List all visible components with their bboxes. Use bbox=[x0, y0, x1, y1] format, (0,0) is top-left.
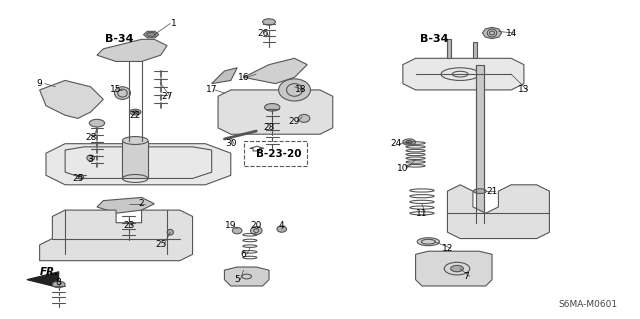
Text: 25: 25 bbox=[155, 241, 166, 249]
Text: B-23-20: B-23-20 bbox=[256, 149, 301, 159]
Ellipse shape bbox=[87, 155, 95, 161]
Ellipse shape bbox=[406, 141, 412, 144]
Text: 12: 12 bbox=[442, 243, 453, 253]
Text: B-34: B-34 bbox=[105, 34, 134, 44]
Bar bbox=[473, 42, 477, 58]
Polygon shape bbox=[447, 185, 549, 239]
Polygon shape bbox=[483, 27, 502, 39]
Polygon shape bbox=[143, 31, 159, 38]
Text: 26: 26 bbox=[257, 28, 268, 38]
Text: 22: 22 bbox=[129, 111, 141, 120]
Ellipse shape bbox=[132, 111, 138, 113]
Text: 8: 8 bbox=[56, 278, 61, 287]
Polygon shape bbox=[225, 267, 269, 286]
Text: 25: 25 bbox=[72, 174, 84, 183]
Ellipse shape bbox=[167, 229, 173, 235]
Text: 28: 28 bbox=[85, 133, 96, 142]
Text: 5: 5 bbox=[234, 275, 240, 284]
Ellipse shape bbox=[232, 227, 242, 234]
Polygon shape bbox=[244, 58, 307, 84]
Circle shape bbox=[264, 104, 280, 111]
Text: 21: 21 bbox=[486, 187, 498, 196]
Polygon shape bbox=[218, 90, 333, 134]
Ellipse shape bbox=[250, 227, 262, 234]
Circle shape bbox=[90, 119, 104, 127]
Ellipse shape bbox=[403, 139, 415, 145]
Text: B-34: B-34 bbox=[420, 34, 449, 44]
Polygon shape bbox=[27, 272, 59, 287]
Ellipse shape bbox=[451, 265, 463, 272]
Text: 27: 27 bbox=[161, 92, 173, 101]
Ellipse shape bbox=[79, 174, 84, 179]
Ellipse shape bbox=[122, 137, 148, 145]
Ellipse shape bbox=[278, 79, 310, 101]
Text: 16: 16 bbox=[238, 73, 250, 82]
Text: 29: 29 bbox=[289, 117, 300, 126]
Polygon shape bbox=[40, 210, 193, 261]
Bar bbox=[122, 141, 148, 178]
Bar bbox=[244, 141, 307, 166]
Text: 6: 6 bbox=[241, 250, 246, 259]
Ellipse shape bbox=[298, 115, 310, 122]
Text: 3: 3 bbox=[88, 155, 93, 164]
Text: 15: 15 bbox=[110, 85, 122, 94]
Circle shape bbox=[147, 33, 156, 37]
Text: 20: 20 bbox=[251, 221, 262, 230]
Text: S6MA-M0601: S6MA-M0601 bbox=[558, 300, 617, 309]
Text: 9: 9 bbox=[36, 79, 42, 88]
Ellipse shape bbox=[417, 238, 440, 246]
Text: 30: 30 bbox=[225, 139, 237, 148]
Text: 4: 4 bbox=[279, 221, 285, 230]
Text: 18: 18 bbox=[295, 85, 307, 94]
Polygon shape bbox=[403, 58, 524, 90]
Text: 7: 7 bbox=[464, 272, 469, 281]
Text: 24: 24 bbox=[391, 139, 402, 148]
Text: 1: 1 bbox=[171, 19, 176, 28]
Bar bbox=[447, 39, 451, 58]
Polygon shape bbox=[415, 251, 492, 286]
Text: 11: 11 bbox=[416, 209, 428, 218]
Text: 28: 28 bbox=[263, 123, 275, 132]
Bar bbox=[476, 65, 484, 223]
Text: FR.: FR. bbox=[40, 267, 59, 277]
Polygon shape bbox=[97, 197, 154, 213]
Text: 17: 17 bbox=[206, 85, 218, 94]
Circle shape bbox=[262, 19, 275, 25]
Ellipse shape bbox=[129, 109, 141, 115]
Text: 14: 14 bbox=[506, 28, 517, 38]
Circle shape bbox=[52, 281, 65, 287]
Ellipse shape bbox=[115, 87, 131, 100]
Polygon shape bbox=[46, 144, 231, 185]
Text: 10: 10 bbox=[397, 165, 408, 174]
Text: 19: 19 bbox=[225, 221, 237, 230]
Text: 2: 2 bbox=[139, 199, 145, 208]
Polygon shape bbox=[40, 80, 103, 118]
Text: 13: 13 bbox=[518, 85, 530, 94]
Ellipse shape bbox=[277, 226, 287, 232]
Ellipse shape bbox=[474, 189, 486, 194]
Text: 23: 23 bbox=[123, 221, 134, 230]
Polygon shape bbox=[212, 68, 237, 84]
Polygon shape bbox=[97, 39, 167, 62]
